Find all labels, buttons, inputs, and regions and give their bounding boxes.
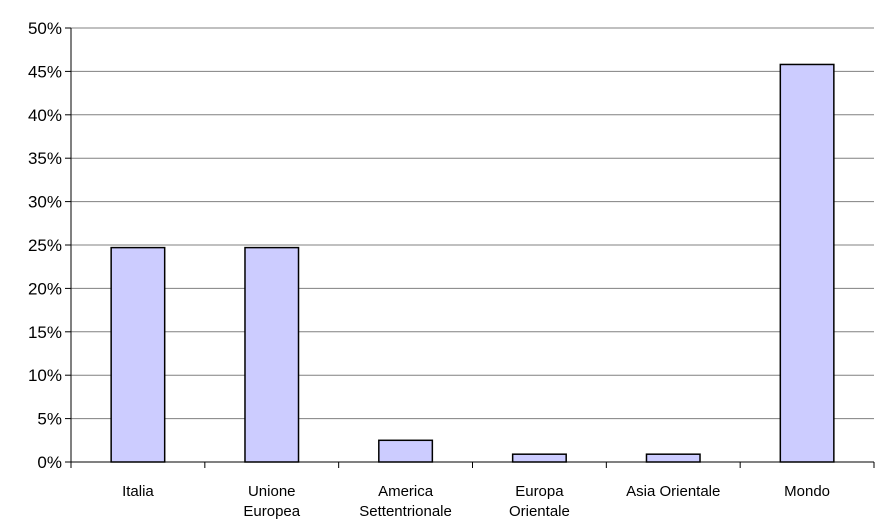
y-tick-label: 50% — [28, 19, 62, 38]
axes — [65, 27, 875, 468]
y-tick-label: 15% — [28, 323, 62, 342]
x-category-label: Asia Orientale — [626, 483, 720, 500]
y-tick-label: 45% — [28, 62, 62, 81]
bar — [378, 439, 434, 463]
y-tick-label: 35% — [28, 149, 62, 168]
x-category-label: Europa Orientale — [509, 483, 570, 520]
x-category-label: Italia — [122, 483, 154, 500]
y-tick-label: 10% — [28, 366, 62, 385]
x-category-label: Unione Europea — [243, 483, 300, 520]
bars — [110, 63, 835, 463]
bar — [645, 453, 701, 463]
bar — [244, 246, 300, 463]
y-tick-label: 0% — [37, 453, 62, 472]
gridlines — [71, 27, 874, 420]
bar — [779, 63, 835, 463]
y-tick-label: 30% — [28, 193, 62, 212]
y-tick-label: 40% — [28, 106, 62, 125]
bar — [511, 453, 567, 463]
x-category-labels: Italia Unione Europea America Settentrionale… — [122, 483, 830, 520]
y-tick-label: 20% — [28, 279, 62, 298]
x-category-label: America Settentrionale — [359, 483, 452, 520]
x-category-label: Mondo — [784, 483, 830, 500]
y-tick-label: 5% — [37, 410, 62, 429]
bar — [110, 246, 166, 463]
y-tick-label: 25% — [28, 236, 62, 255]
y-tick-labels: 0% 5% 10% 15% 20% 25% 30% 35% 40% 45% 50% — [28, 19, 62, 472]
